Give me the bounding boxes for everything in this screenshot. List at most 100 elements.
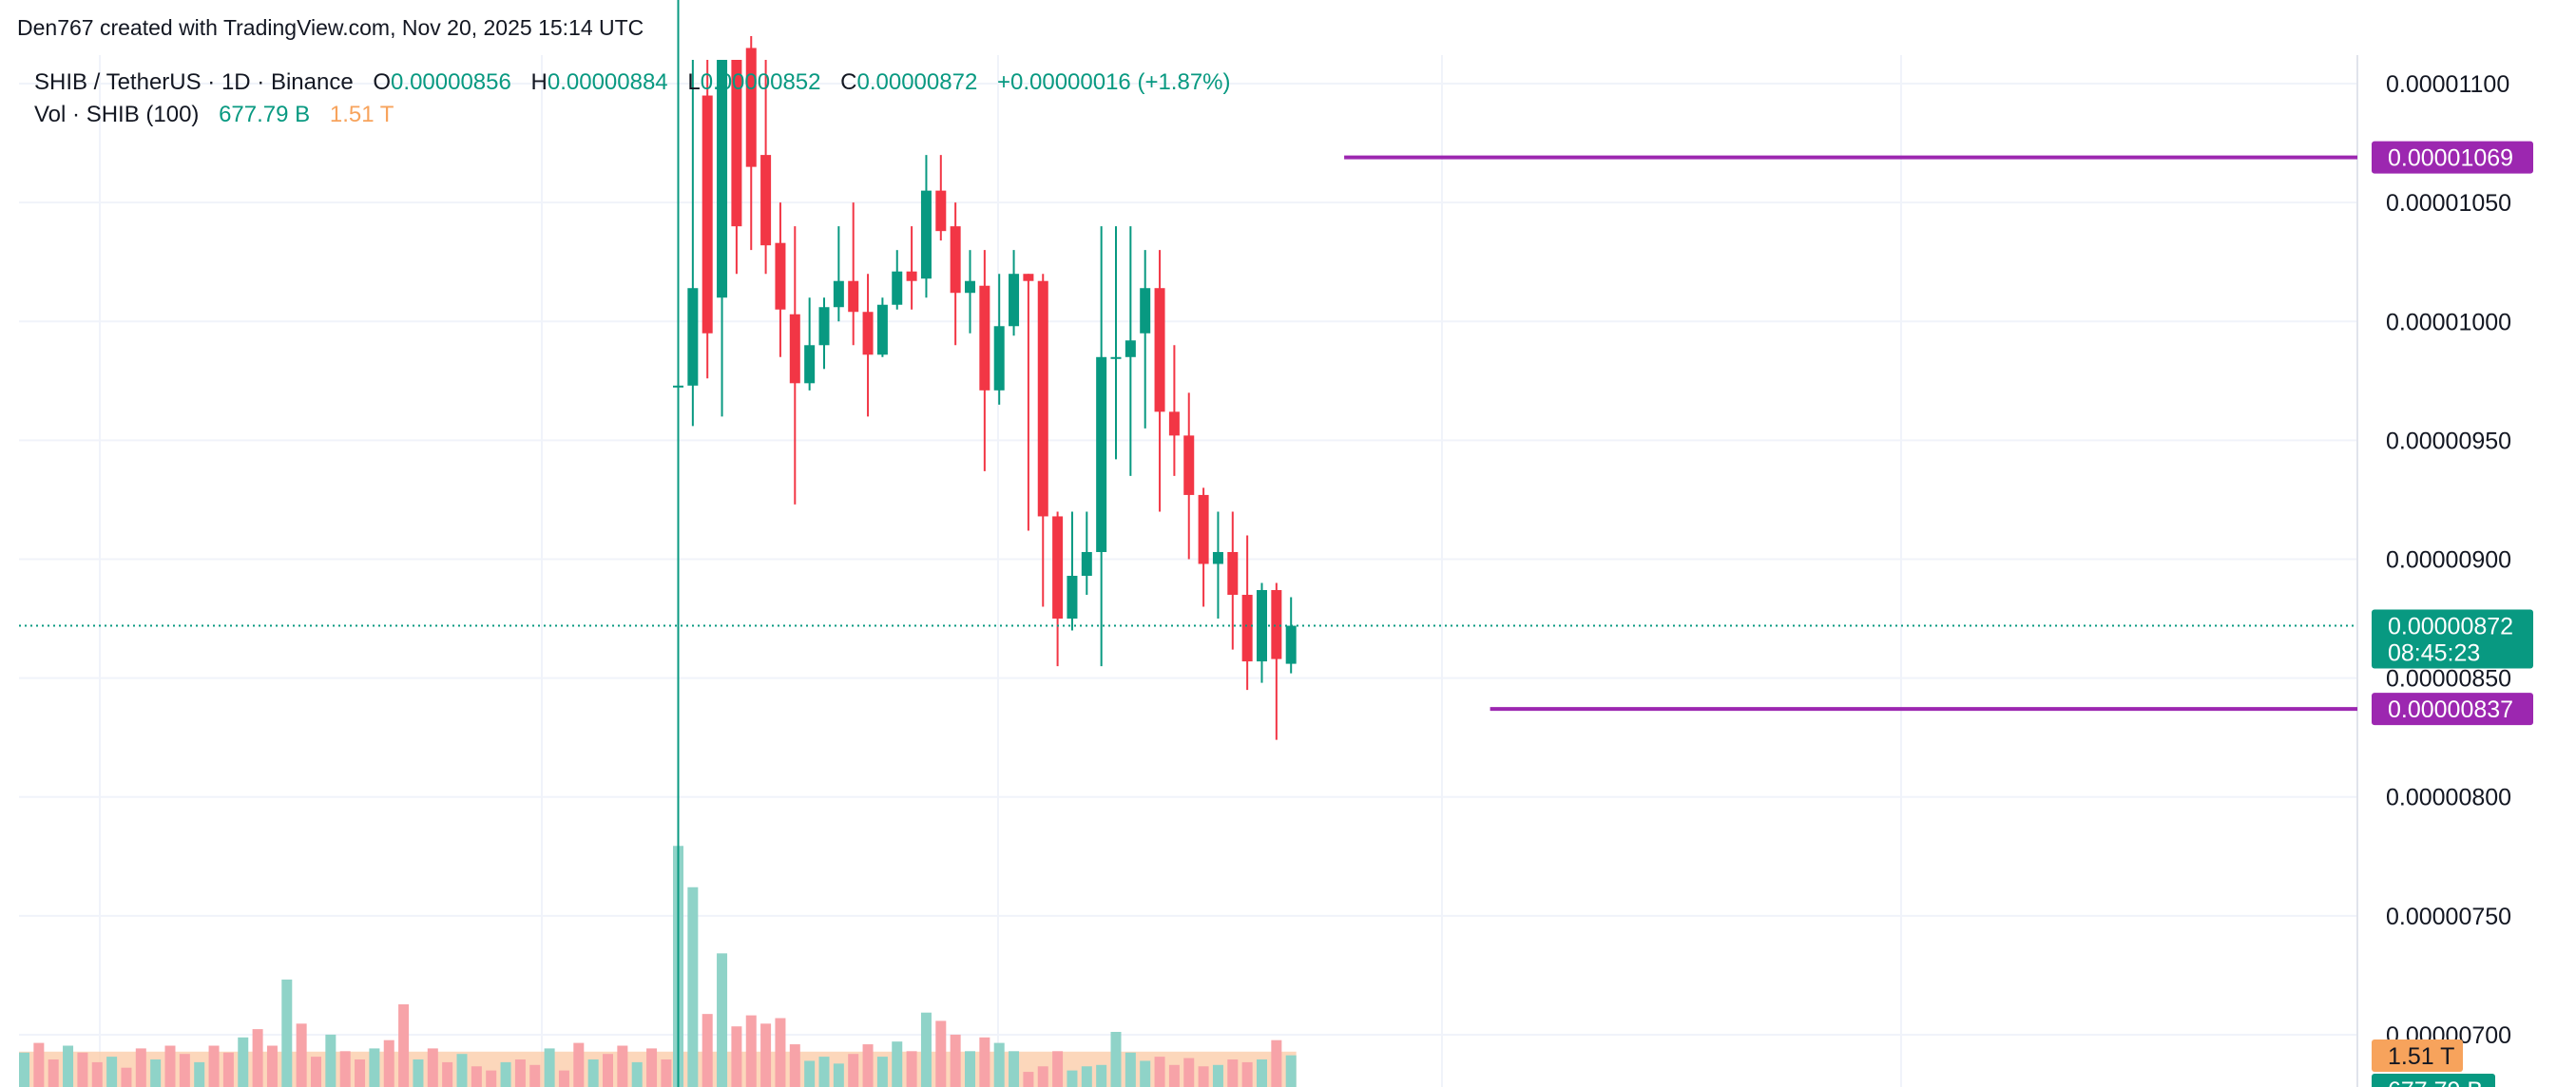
candle-body[interactable]	[1125, 340, 1136, 357]
volume-bar	[876, 1057, 888, 1087]
y-axis-tick-label: 0.00000800	[2386, 785, 2511, 811]
candle-body[interactable]	[906, 271, 917, 281]
candle-body[interactable]	[731, 60, 742, 227]
candle-body[interactable]	[1285, 625, 1297, 664]
y-axis-tick-label: 0.00000750	[2386, 904, 2511, 930]
volume-bar	[833, 1063, 844, 1087]
volume-bar	[179, 1054, 190, 1087]
candle-body[interactable]	[848, 280, 859, 313]
volume-bar	[558, 1070, 569, 1087]
candle-body[interactable]	[979, 285, 990, 391]
candle-body[interactable]	[892, 271, 903, 305]
attribution-bar: Den767 created with TradingView.com, Nov…	[0, 0, 2576, 55]
candle-body[interactable]	[950, 226, 961, 294]
candle-body[interactable]	[775, 242, 786, 310]
candle-body[interactable]	[818, 307, 830, 346]
candle-body[interactable]	[1096, 356, 1107, 552]
volume-bar	[631, 1061, 643, 1087]
volume-bar	[355, 1059, 366, 1087]
candle-body[interactable]	[702, 95, 713, 334]
volume-bar	[1257, 1059, 1267, 1087]
candle-body[interactable]	[1037, 280, 1048, 517]
volume-last-axis-label: 677.79 B	[2388, 1077, 2483, 1087]
volume-bar	[731, 1026, 742, 1087]
candle-body[interactable]	[862, 312, 874, 355]
volume-bar	[311, 1057, 321, 1087]
volume-bar	[456, 1054, 468, 1087]
y-axis-tick-label: 0.00000950	[2386, 428, 2511, 454]
candle-body[interactable]	[876, 304, 888, 355]
last-price-tag	[2372, 609, 2533, 669]
volume-bar	[91, 1061, 103, 1087]
volume-bar	[33, 1042, 45, 1087]
volume-label[interactable]: Vol · SHIB (100)	[34, 102, 200, 127]
volume-bar	[1198, 1066, 1209, 1087]
volume-bar	[471, 1066, 482, 1087]
candle-body[interactable]	[1183, 435, 1195, 495]
candle-body[interactable]	[1023, 274, 1034, 281]
candle-body[interactable]	[935, 190, 947, 232]
volume-bar	[603, 1054, 613, 1087]
candle-body[interactable]	[1198, 494, 1209, 564]
volume-bar	[1081, 1066, 1092, 1087]
volume-bar	[717, 953, 728, 1087]
volume-bar	[398, 1004, 410, 1087]
candle-body[interactable]	[1271, 590, 1282, 659]
candle-body[interactable]	[1140, 288, 1151, 334]
volume-ma-value: 1.51 T	[329, 102, 394, 127]
candle-body[interactable]	[804, 345, 816, 384]
volume-bar	[687, 887, 699, 1087]
candle-body[interactable]	[717, 60, 728, 298]
open-label: O	[373, 69, 392, 95]
candle-body[interactable]	[1067, 576, 1078, 620]
candle-body[interactable]	[1227, 551, 1239, 596]
candle-body[interactable]	[1168, 411, 1180, 436]
volume-bar	[1009, 1051, 1020, 1087]
volume-bar	[106, 1057, 118, 1087]
volume-bar	[500, 1061, 511, 1087]
ohlc-legend-row: SHIB / TetherUS · 1D · Binance O 0.000008…	[34, 67, 1231, 99]
candle-body[interactable]	[1081, 551, 1092, 577]
volume-bar	[413, 1059, 424, 1087]
candle-body[interactable]	[1110, 356, 1122, 359]
high-label: H	[530, 69, 548, 95]
candle-body[interactable]	[1241, 595, 1253, 662]
candle-body[interactable]	[1212, 551, 1223, 564]
volume-bar	[486, 1070, 497, 1087]
volume-bar	[19, 1052, 29, 1087]
candle-body[interactable]	[1009, 274, 1020, 327]
volume-bar	[993, 1042, 1005, 1087]
candle-body[interactable]	[760, 155, 772, 246]
volume-bar	[892, 1041, 903, 1087]
volume-bar	[77, 1052, 88, 1087]
candle-body[interactable]	[1257, 590, 1267, 662]
candle-body[interactable]	[687, 288, 699, 386]
candle-body[interactable]	[673, 385, 683, 388]
volume-bar	[529, 1064, 541, 1087]
candle-body[interactable]	[833, 280, 844, 308]
high-value: 0.00000884	[547, 69, 668, 95]
volume-bar	[63, 1045, 74, 1087]
volume-bar	[1125, 1052, 1136, 1087]
volume-bar	[862, 1044, 874, 1087]
volume-bar	[266, 1045, 278, 1087]
volume-bar	[369, 1048, 380, 1087]
candle-body[interactable]	[920, 190, 932, 279]
candle-body[interactable]	[965, 280, 975, 294]
candle-body[interactable]	[1052, 516, 1064, 620]
candle-body[interactable]	[993, 326, 1005, 391]
volume-bar	[121, 1067, 132, 1087]
close-value: 0.00000872	[856, 69, 978, 95]
volume-bar	[150, 1059, 162, 1087]
candle-body[interactable]	[789, 314, 800, 384]
volume-bar	[544, 1048, 555, 1087]
volume-bar	[906, 1051, 917, 1087]
volume-bar	[745, 1015, 757, 1087]
candle-body[interactable]	[745, 48, 757, 167]
candle-body[interactable]	[1154, 288, 1165, 412]
volume-bar	[775, 1018, 786, 1087]
volume-bar	[1154, 1057, 1165, 1087]
symbol-title[interactable]: SHIB / TetherUS · 1D · Binance	[34, 69, 354, 95]
